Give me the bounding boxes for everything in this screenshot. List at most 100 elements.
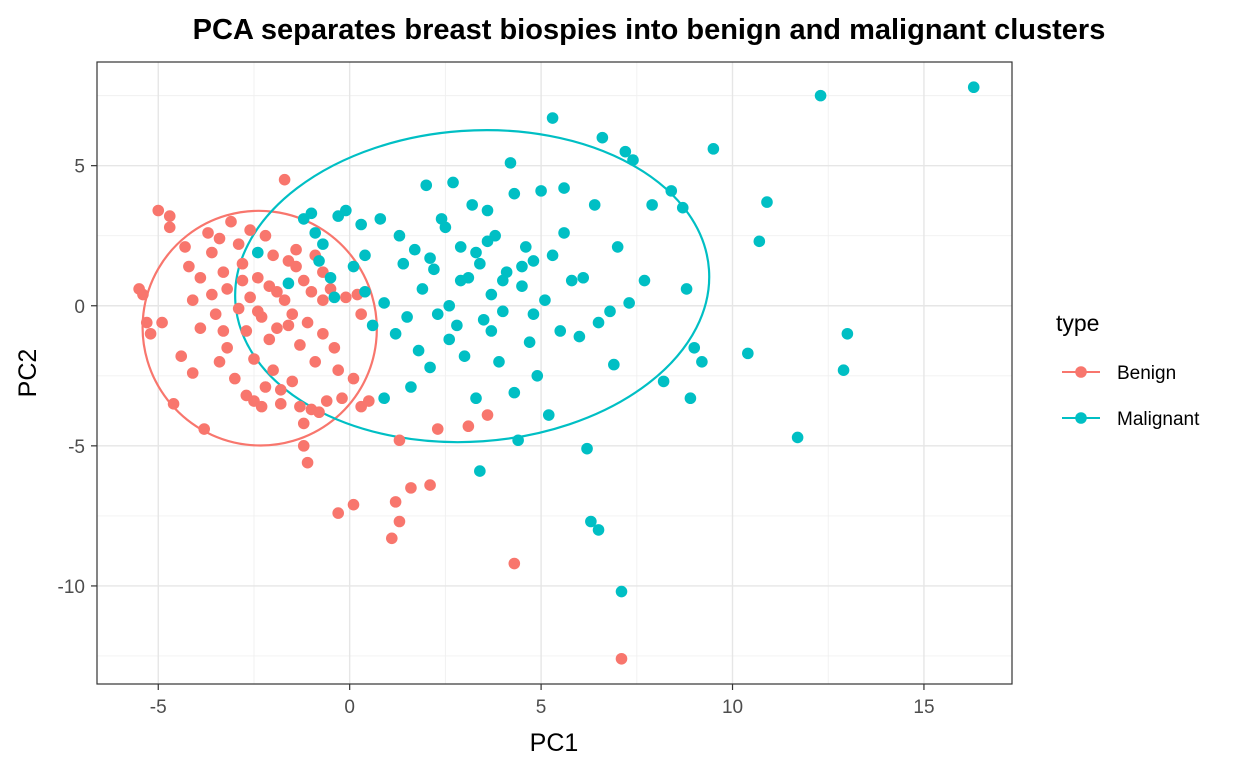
x-axis: -5 0 5 10 15: [150, 684, 935, 718]
point-malignant: [481, 235, 494, 248]
point-benign: [290, 243, 302, 256]
point-malignant: [389, 327, 402, 340]
point-malignant: [251, 246, 264, 259]
point-malignant: [470, 246, 482, 259]
point-benign: [263, 280, 276, 292]
y-axis-title: PC2: [14, 349, 42, 398]
y-tick-label: -5: [68, 437, 85, 458]
point-malignant: [477, 313, 490, 326]
point-benign: [305, 285, 318, 298]
point-benign: [213, 355, 226, 368]
point-benign: [232, 238, 245, 250]
point-benign: [152, 204, 165, 217]
x-tick-label: 15: [913, 697, 934, 718]
point-malignant: [508, 187, 521, 200]
point-malignant: [558, 227, 570, 239]
point-malignant: [412, 344, 425, 357]
point-malignant: [447, 176, 459, 189]
point-benign: [508, 557, 521, 570]
point-malignant: [378, 297, 390, 309]
point-benign: [301, 316, 314, 329]
point-malignant: [374, 213, 387, 225]
point-malignant: [359, 285, 371, 298]
point-benign: [213, 232, 226, 245]
x-tick-label: 10: [722, 697, 743, 718]
point-malignant: [535, 185, 547, 197]
point-malignant: [539, 294, 551, 306]
point-malignant: [309, 227, 322, 239]
point-benign: [140, 316, 153, 329]
point-malignant: [493, 355, 505, 368]
point-benign: [332, 364, 344, 376]
point-benign: [259, 381, 272, 393]
point-malignant: [454, 274, 467, 287]
point-benign: [183, 260, 195, 273]
ellipse-benign: [141, 209, 378, 447]
point-benign: [232, 302, 245, 315]
point-benign: [271, 322, 283, 334]
point-benign: [278, 173, 291, 186]
y-axis: -10 -5 0 5: [58, 157, 97, 598]
point-benign: [251, 271, 264, 284]
point-malignant: [439, 221, 452, 234]
point-benign: [405, 482, 417, 494]
point-benign: [340, 291, 352, 304]
point-malignant: [527, 255, 540, 267]
point-benign: [206, 246, 218, 259]
point-malignant: [355, 218, 367, 231]
point-malignant: [324, 271, 337, 284]
point-benign: [332, 507, 344, 519]
point-malignant: [378, 392, 390, 405]
data-points: [133, 81, 980, 665]
point-malignant: [611, 241, 624, 253]
point-benign: [290, 260, 302, 273]
point-malignant: [627, 154, 639, 166]
point-benign: [309, 355, 322, 368]
point-benign: [198, 423, 210, 435]
point-benign: [244, 291, 256, 304]
point-benign: [163, 221, 176, 234]
legend-title: type: [1056, 310, 1099, 336]
point-benign: [389, 496, 402, 508]
point-benign: [297, 417, 310, 430]
x-tick-label: -5: [150, 697, 167, 718]
point-malignant: [519, 241, 532, 253]
point-malignant: [454, 241, 467, 253]
point-benign: [462, 420, 475, 433]
point-malignant: [577, 271, 590, 284]
point-malignant: [761, 196, 773, 208]
point-malignant: [615, 585, 628, 598]
point-benign: [186, 294, 199, 306]
point-benign: [167, 398, 180, 410]
point-malignant: [485, 288, 498, 301]
point-benign: [294, 400, 306, 413]
point-benign: [320, 395, 333, 407]
major-gridlines: [97, 62, 1012, 684]
point-malignant: [608, 358, 620, 371]
x-axis-title: PC1: [530, 729, 579, 757]
point-benign: [431, 423, 444, 435]
x-tick-label: 0: [344, 697, 355, 718]
point-benign: [294, 339, 306, 351]
point-benign: [186, 367, 199, 379]
point-benign: [221, 283, 233, 295]
point-malignant: [504, 157, 517, 169]
point-malignant: [596, 131, 609, 144]
point-benign: [206, 288, 218, 301]
point-malignant: [684, 392, 697, 405]
point-benign: [221, 341, 233, 354]
point-malignant: [416, 283, 429, 295]
point-benign: [328, 341, 341, 354]
point-malignant: [458, 350, 471, 362]
point-malignant: [420, 179, 433, 192]
point-malignant: [305, 207, 318, 220]
legend-label-malignant: Malignant: [1117, 409, 1200, 430]
point-benign: [317, 294, 329, 306]
point-benign: [347, 372, 360, 385]
point-benign: [274, 398, 287, 410]
point-benign: [217, 325, 230, 337]
point-malignant: [546, 249, 559, 262]
point-malignant: [443, 333, 456, 346]
